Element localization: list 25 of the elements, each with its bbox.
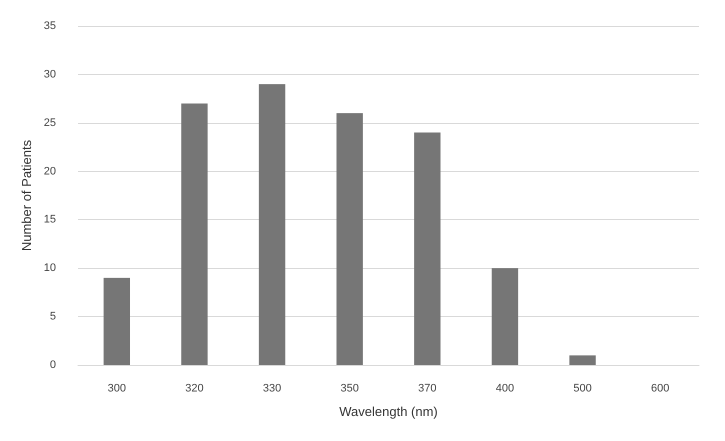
x-axis-title: Wavelength (nm) (339, 404, 438, 419)
bar (181, 103, 208, 365)
y-tick-label: 10 (44, 262, 56, 274)
x-tick-label: 330 (262, 382, 282, 394)
bar (258, 84, 286, 365)
x-tick-label: 500 (573, 382, 592, 394)
y-tick-label: 15 (44, 214, 56, 226)
x-tick-label: 370 (418, 382, 436, 394)
x-tick-label: 600 (651, 382, 670, 394)
y-tick-label: 25 (44, 116, 56, 129)
bar (336, 113, 363, 365)
x-tick-label: 350 (340, 382, 359, 394)
bar (104, 278, 130, 365)
bar (569, 355, 596, 365)
y-tick-label: 35 (44, 20, 56, 32)
x-tick-label: 400 (496, 382, 514, 394)
y-tick-label: 5 (50, 310, 56, 323)
y-axis-title: Number of Patients (18, 139, 34, 252)
x-tick-label: 300 (108, 382, 126, 394)
y-tick-label: 30 (44, 68, 56, 80)
y-tick-label: 20 (44, 165, 56, 178)
bar (414, 132, 441, 365)
y-tick-label: 0 (50, 359, 56, 371)
x-tick-label: 320 (185, 382, 204, 394)
bar (492, 268, 518, 365)
